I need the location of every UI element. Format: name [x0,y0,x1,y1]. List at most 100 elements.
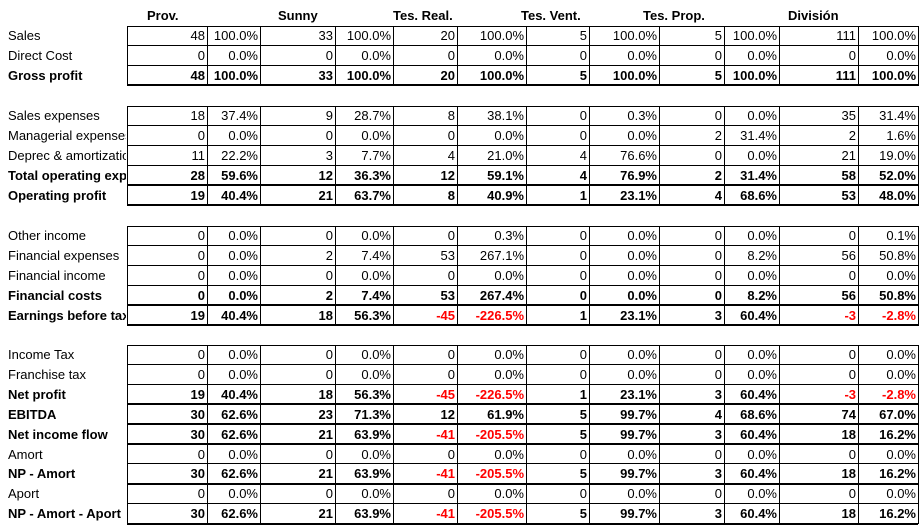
percent-cell[interactable]: 0.0% [886,446,916,462]
value-cell[interactable]: 0 [579,267,587,283]
value-cell[interactable]: 11 [191,147,206,163]
percent-cell[interactable]: 0.0% [627,267,657,283]
percent-cell[interactable]: 40.9% [487,187,524,203]
percent-cell[interactable]: 71.3% [354,406,391,422]
value-cell[interactable]: 56 [841,287,856,303]
percent-cell[interactable]: -205.5% [475,466,524,482]
percent-cell[interactable]: 0.0% [747,47,777,63]
value-cell[interactable]: 0 [197,486,205,502]
percent-cell[interactable]: 7.4% [361,247,391,263]
percent-cell[interactable]: 100.0% [479,67,524,83]
value-cell[interactable]: 3 [325,147,333,163]
percent-cell[interactable]: 0.0% [627,228,657,243]
value-cell[interactable]: -41 [436,466,455,482]
percent-cell[interactable]: -226.5% [475,307,524,323]
value-cell[interactable]: 0 [197,47,205,63]
value-cell[interactable]: 5 [579,406,587,422]
value-cell[interactable]: 18 [318,386,333,402]
value-cell[interactable]: 28 [190,167,205,183]
value-cell[interactable]: 18 [841,506,856,522]
value-cell[interactable]: 2 [848,127,856,143]
value-cell[interactable]: 5 [579,28,587,43]
percent-cell[interactable]: 40.4% [221,386,258,402]
value-cell[interactable]: 2 [714,127,722,143]
percent-cell[interactable]: 21.0% [487,147,524,163]
value-cell[interactable]: 18 [841,426,856,442]
value-cell[interactable]: 0 [325,486,333,502]
value-cell[interactable]: 0 [197,446,205,462]
value-cell[interactable]: 20 [440,67,455,83]
value-cell[interactable]: 48 [190,67,205,83]
percent-cell[interactable]: 0.0% [886,347,916,362]
percent-cell[interactable]: 0.0% [886,366,916,382]
value-cell[interactable]: 58 [841,167,856,183]
value-cell[interactable]: 56 [841,247,856,263]
percent-cell[interactable]: 0.0% [747,366,777,382]
value-cell[interactable]: 30 [190,466,205,482]
percent-cell[interactable]: -226.5% [475,386,524,402]
percent-cell[interactable]: 22.2% [221,147,258,163]
percent-cell[interactable]: 0.0% [361,366,391,382]
value-cell[interactable]: 0 [579,347,587,362]
percent-cell[interactable]: 0.0% [747,267,777,283]
value-cell[interactable]: 5 [579,506,587,522]
percent-cell[interactable]: 36.3% [354,167,391,183]
value-cell[interactable]: 111 [836,28,856,43]
value-cell[interactable]: 33 [318,28,333,43]
percent-cell[interactable]: 0.0% [747,446,777,462]
value-cell[interactable]: 33 [318,67,333,83]
percent-cell[interactable]: 23.1% [620,307,657,323]
value-cell[interactable]: 2 [325,247,333,263]
percent-cell[interactable]: -205.5% [475,506,524,522]
percent-cell[interactable]: 23.1% [620,187,657,203]
value-cell[interactable]: 0 [325,47,333,63]
value-cell[interactable]: 4 [447,147,455,163]
value-cell[interactable]: 19 [190,386,205,402]
percent-cell[interactable]: 68.6% [740,406,777,422]
percent-cell[interactable]: 0.0% [228,446,258,462]
value-cell[interactable]: 0 [714,347,722,362]
value-cell[interactable]: 18 [841,466,856,482]
value-cell[interactable]: 0 [848,267,856,283]
value-cell[interactable]: 23 [318,406,333,422]
percent-cell[interactable]: 62.6% [221,506,258,522]
percent-cell[interactable]: 99.7% [620,406,657,422]
value-cell[interactable]: 0 [447,228,455,243]
value-cell[interactable]: 48 [190,28,205,43]
value-cell[interactable]: 0 [714,446,722,462]
value-cell[interactable]: 0 [714,247,722,263]
percent-cell[interactable]: 63.9% [354,466,391,482]
percent-cell[interactable]: 0.0% [361,486,391,502]
percent-cell[interactable]: 0.0% [747,486,777,502]
percent-cell[interactable]: 61.9% [487,406,524,422]
percent-cell[interactable]: 60.4% [740,307,777,323]
percent-cell[interactable]: 0.0% [361,228,391,243]
percent-cell[interactable]: 0.0% [627,47,657,63]
value-cell[interactable]: 0 [848,47,856,63]
value-cell[interactable]: 19 [190,187,205,203]
percent-cell[interactable]: 100.0% [346,67,391,83]
value-cell[interactable]: 0 [325,127,333,143]
value-cell[interactable]: 5 [714,67,722,83]
value-cell[interactable]: 0 [325,267,333,283]
percent-cell[interactable]: 0.0% [494,366,524,382]
percent-cell[interactable]: 16.2% [879,466,916,482]
value-cell[interactable]: -45 [436,386,455,402]
value-cell[interactable]: 0 [197,347,205,362]
value-cell[interactable]: 1 [579,307,587,323]
value-cell[interactable]: 0 [579,486,587,502]
value-cell[interactable]: 21 [318,426,333,442]
percent-cell[interactable]: -2.8% [882,307,916,323]
value-cell[interactable]: 21 [318,506,333,522]
percent-cell[interactable]: 52.0% [879,167,916,183]
percent-cell[interactable]: 100.0% [871,67,916,83]
value-cell[interactable]: 12 [440,167,455,183]
value-cell[interactable]: 21 [318,187,333,203]
percent-cell[interactable]: 0.0% [494,47,524,63]
value-cell[interactable]: 18 [318,307,333,323]
value-cell[interactable]: 18 [190,108,205,123]
percent-cell[interactable]: 0.0% [228,47,258,63]
percent-cell[interactable]: 0.0% [494,127,524,143]
value-cell[interactable]: -3 [844,386,856,402]
percent-cell[interactable]: 0.0% [747,147,777,163]
